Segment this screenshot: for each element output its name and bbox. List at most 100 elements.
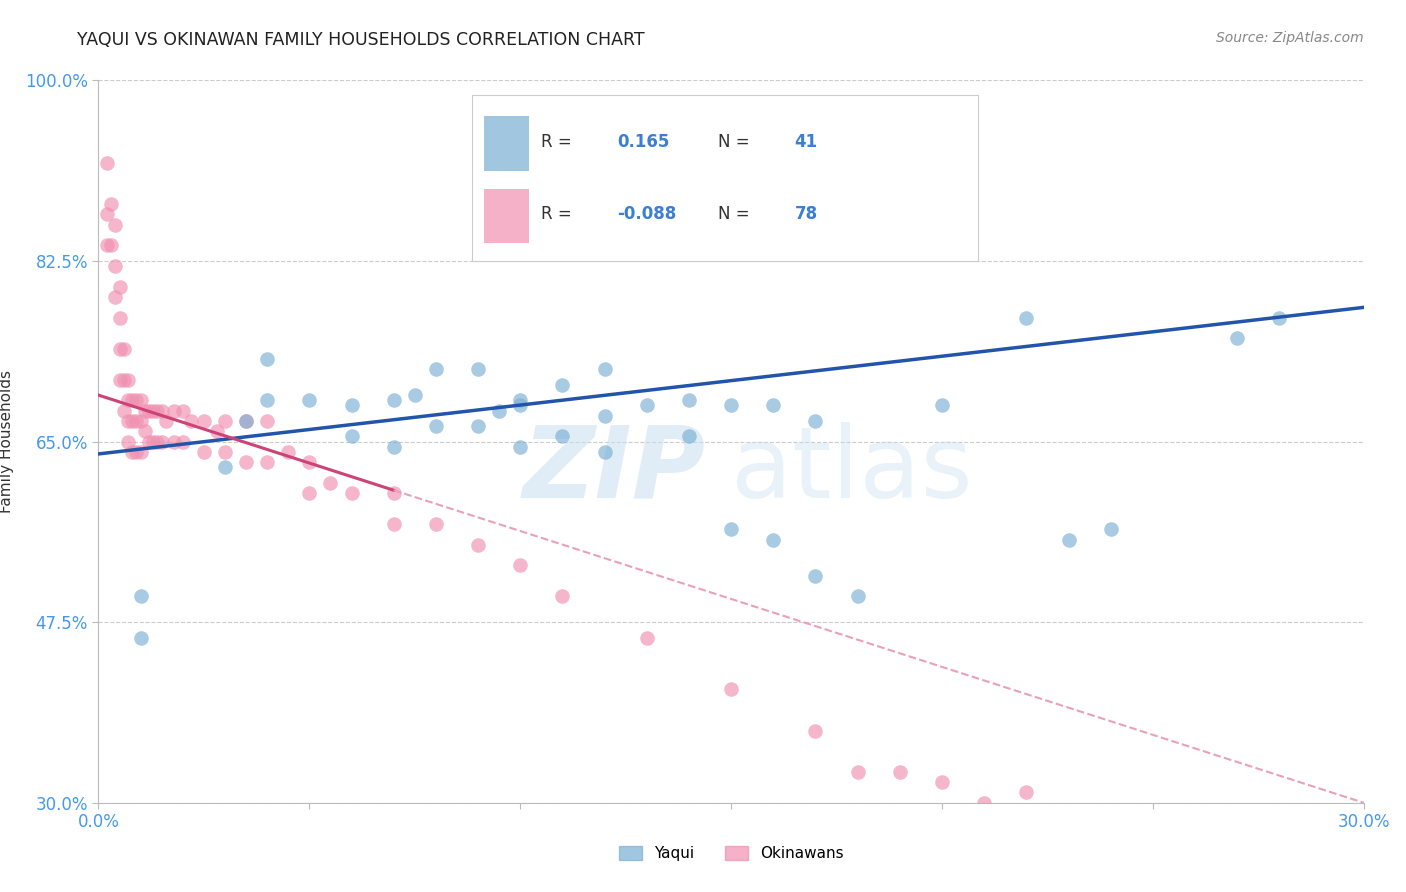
Point xyxy=(1099,522,1122,536)
Text: YAQUI VS OKINAWAN FAMILY HOUSEHOLDS CORRELATION CHART: YAQUI VS OKINAWAN FAMILY HOUSEHOLDS CORR… xyxy=(77,31,645,49)
Point xyxy=(172,434,194,449)
Point xyxy=(425,517,447,532)
Point xyxy=(117,434,139,449)
Text: ZIP: ZIP xyxy=(523,422,706,519)
Point xyxy=(762,533,785,547)
Point xyxy=(720,398,742,412)
FancyBboxPatch shape xyxy=(484,117,529,170)
Point xyxy=(235,414,257,428)
Point xyxy=(117,393,139,408)
Point xyxy=(931,775,953,789)
Point xyxy=(720,522,742,536)
Point xyxy=(256,455,278,469)
Point xyxy=(129,590,152,604)
Point xyxy=(678,393,700,408)
Point xyxy=(762,398,785,412)
Point xyxy=(96,238,118,252)
Point xyxy=(256,351,278,366)
Point xyxy=(382,486,405,500)
Text: Source: ZipAtlas.com: Source: ZipAtlas.com xyxy=(1216,31,1364,45)
Point xyxy=(129,445,152,459)
Point xyxy=(235,455,257,469)
Point xyxy=(509,440,531,454)
Point xyxy=(214,460,236,475)
Point xyxy=(425,362,447,376)
Point xyxy=(112,373,135,387)
Point xyxy=(593,445,616,459)
Point xyxy=(129,414,152,428)
Point xyxy=(973,796,995,810)
Point xyxy=(551,377,574,392)
Point xyxy=(108,373,131,387)
Point xyxy=(125,393,148,408)
Point xyxy=(467,419,489,434)
Point xyxy=(593,409,616,423)
Point xyxy=(256,414,278,428)
Point xyxy=(108,279,131,293)
Text: atlas: atlas xyxy=(731,422,973,519)
Point xyxy=(163,403,186,417)
Point xyxy=(121,445,143,459)
Point xyxy=(846,764,869,779)
Point xyxy=(193,445,215,459)
Point xyxy=(720,682,742,697)
Point xyxy=(142,434,165,449)
Point xyxy=(155,414,177,428)
Point xyxy=(319,475,342,490)
Point xyxy=(134,403,156,417)
Point xyxy=(134,424,156,438)
Point xyxy=(298,393,321,408)
Point xyxy=(193,414,215,428)
Text: R =: R = xyxy=(541,133,572,151)
Text: 78: 78 xyxy=(794,205,817,223)
Text: 0.165: 0.165 xyxy=(617,133,669,151)
Point xyxy=(104,218,127,232)
Point xyxy=(931,398,953,412)
Point xyxy=(277,445,299,459)
Point xyxy=(96,207,118,221)
Point xyxy=(121,414,143,428)
Point xyxy=(636,631,658,645)
Point xyxy=(846,590,869,604)
Point xyxy=(121,393,143,408)
Legend: Yaqui, Okinawans: Yaqui, Okinawans xyxy=(613,840,849,867)
Point xyxy=(214,445,236,459)
Point xyxy=(298,486,321,500)
Point xyxy=(129,631,152,645)
Point xyxy=(214,414,236,428)
Point xyxy=(382,440,405,454)
Point xyxy=(142,403,165,417)
Point xyxy=(593,362,616,376)
Point xyxy=(100,197,122,211)
Point xyxy=(150,434,173,449)
Point xyxy=(117,414,139,428)
Point xyxy=(96,156,118,170)
Point xyxy=(678,429,700,443)
Point xyxy=(108,310,131,325)
Text: N =: N = xyxy=(718,205,749,223)
Point xyxy=(125,414,148,428)
Point xyxy=(235,414,257,428)
Point xyxy=(138,434,160,449)
Point xyxy=(509,558,531,573)
Point xyxy=(100,238,122,252)
Point xyxy=(804,414,827,428)
Point xyxy=(340,398,363,412)
Point xyxy=(551,590,574,604)
Point xyxy=(150,403,173,417)
Point xyxy=(889,764,911,779)
Point xyxy=(125,445,148,459)
Point xyxy=(256,393,278,408)
Point xyxy=(298,455,321,469)
Point xyxy=(382,517,405,532)
Point xyxy=(112,342,135,356)
Point xyxy=(340,486,363,500)
Point xyxy=(804,723,827,738)
Point xyxy=(382,393,405,408)
Text: 41: 41 xyxy=(794,133,817,151)
Point xyxy=(117,373,139,387)
Point xyxy=(104,290,127,304)
FancyBboxPatch shape xyxy=(484,189,529,243)
Text: R =: R = xyxy=(541,205,572,223)
FancyBboxPatch shape xyxy=(471,95,979,260)
